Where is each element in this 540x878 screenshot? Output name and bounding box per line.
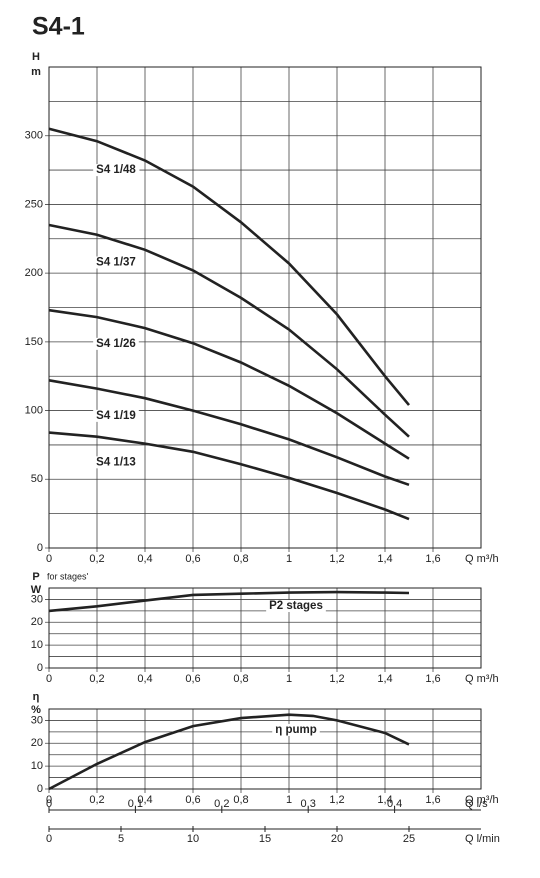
- x-tick-label: 0,4: [137, 794, 152, 806]
- series-label: S4 1/19: [96, 410, 136, 422]
- plot-frame: [48, 66, 482, 549]
- x-tick-label: 1,6: [425, 794, 440, 806]
- y-tick-label: 300: [25, 130, 43, 142]
- x-tick-label: 1,2: [329, 553, 344, 565]
- series-label-bg: [93, 456, 139, 469]
- y-tick-label: 0: [37, 542, 43, 554]
- series-line: [48, 379, 410, 487]
- secondary-tick-label: 15: [259, 833, 271, 845]
- x-tick-label: 0,4: [137, 673, 152, 685]
- series-label: P2 stages: [269, 600, 323, 612]
- series-label: S4 1/26: [96, 338, 136, 350]
- secondary-tick-label: 20: [331, 833, 343, 845]
- y-axis-label: for stages': [47, 571, 89, 581]
- y-axis-label: W: [31, 584, 42, 596]
- secondary-tick-label: 10: [187, 833, 199, 845]
- y-axis-label: m: [31, 66, 41, 78]
- x-tick-label: 0,6: [185, 673, 200, 685]
- series-label-bg: [93, 337, 139, 350]
- series-line: [48, 308, 410, 460]
- y-tick-label: 0: [37, 783, 43, 795]
- x-tick-label: 0,8: [233, 553, 248, 565]
- x-tick-label: 1,2: [329, 794, 344, 806]
- y-tick-label: 10: [31, 760, 43, 772]
- secondary-tick-label: 0,2: [214, 798, 229, 810]
- x-tick-label: 1,2: [329, 673, 344, 685]
- x-tick-label: 0,2: [89, 553, 104, 565]
- x-tick-label: 0,4: [137, 553, 152, 565]
- secondary-tick-label: 0,4: [387, 798, 402, 810]
- y-axis-label: P: [32, 571, 39, 583]
- x-tick-label: 0: [46, 553, 52, 565]
- secondary-tick-label: 0: [46, 833, 52, 845]
- secondary-axis-label: Q l/min: [465, 833, 500, 845]
- y-axis-label: η: [33, 691, 40, 703]
- x-tick-label: 0,2: [89, 673, 104, 685]
- secondary-tick-label: 5: [118, 833, 124, 845]
- x-tick-label: 0,6: [185, 794, 200, 806]
- series-label: S4 1/48: [96, 164, 136, 176]
- series-label-bg: [93, 164, 140, 177]
- series-label: S4 1/13: [96, 456, 136, 468]
- y-tick-label: 30: [31, 714, 43, 726]
- page-title: S4-1: [32, 13, 85, 41]
- series-label-bg: [93, 256, 139, 269]
- series-label-bg: [93, 409, 139, 422]
- series-label: η pump: [275, 724, 317, 736]
- series-line: [48, 223, 410, 438]
- plot-frame: [48, 587, 482, 669]
- x-tick-label: 1,6: [425, 673, 440, 685]
- x-tick-label: 1,4: [377, 673, 392, 685]
- y-tick-label: 150: [25, 336, 43, 348]
- y-tick-label: 20: [31, 616, 43, 628]
- y-axis-label: %: [31, 704, 41, 716]
- y-tick-label: 250: [25, 198, 43, 210]
- x-tick-label: 0,6: [185, 553, 200, 565]
- x-tick-label: 1,4: [377, 553, 392, 565]
- series-label-bg: [272, 724, 320, 737]
- series-label: S4 1/37: [96, 257, 136, 269]
- y-tick-label: 10: [31, 639, 43, 651]
- series-line: [48, 713, 410, 791]
- y-tick-label: 30: [31, 593, 43, 605]
- series-label-bg: [266, 600, 326, 613]
- y-tick-label: 200: [25, 267, 43, 279]
- x-axis-label: Q m³/h: [465, 794, 499, 806]
- series-line: [48, 431, 410, 521]
- secondary-tick-label: 0,1: [128, 798, 143, 810]
- x-tick-label: 1,4: [377, 794, 392, 806]
- y-tick-label: 0: [37, 662, 43, 674]
- secondary-tick-label: 0,3: [301, 798, 316, 810]
- x-tick-label: 0: [46, 673, 52, 685]
- y-tick-label: 50: [31, 473, 43, 485]
- x-tick-label: 0: [46, 794, 52, 806]
- y-tick-label: 100: [25, 404, 43, 416]
- x-tick-label: 0,2: [89, 794, 104, 806]
- x-tick-label: 1: [286, 673, 292, 685]
- series-line: [48, 127, 411, 406]
- x-tick-label: 1: [286, 794, 292, 806]
- secondary-tick-label: 25: [403, 833, 415, 845]
- y-tick-label: 20: [31, 737, 43, 749]
- secondary-tick-label: 0: [46, 798, 52, 810]
- x-tick-label: 0,8: [233, 794, 248, 806]
- plot-frame: [48, 708, 482, 790]
- x-tick-label: 0,8: [233, 673, 248, 685]
- x-axis-label: Q m³/h: [465, 673, 499, 685]
- x-axis-label: Q m³/h: [465, 553, 499, 565]
- secondary-axis-label: Q l/s: [465, 798, 488, 810]
- x-tick-label: 1,6: [425, 553, 440, 565]
- x-tick-label: 1: [286, 553, 292, 565]
- y-axis-label: H: [32, 51, 40, 63]
- series-line: [48, 590, 410, 613]
